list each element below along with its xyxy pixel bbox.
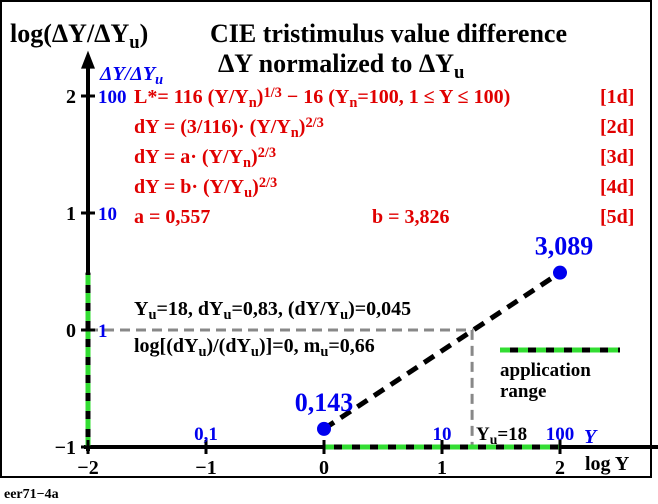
- x-tick-label: −2: [77, 457, 98, 479]
- text-part: u: [198, 344, 206, 360]
- text-part: ): [257, 86, 264, 108]
- text-part: dY = b: [134, 176, 191, 198]
- text-part: =0,66: [328, 335, 374, 357]
- formula: a = 0,557: [134, 206, 210, 228]
- text-part: dY = (3/116): [134, 116, 238, 138]
- y2-tick-label: 100: [98, 87, 127, 108]
- text-part: =100, 1 ≤ Y ≤ 100): [357, 86, 510, 108]
- note: log[(dYu)/(dYu)]=0, mu=0,66: [134, 335, 375, 360]
- data-point: [317, 421, 331, 436]
- text-part: log[(dY: [134, 335, 199, 357]
- x-tick-label: −1: [195, 457, 216, 479]
- text-part: n: [349, 95, 357, 111]
- x-axis-title: log Y: [585, 453, 630, 475]
- x2-axis-title: Y: [584, 426, 598, 448]
- text-part: Y: [476, 424, 490, 445]
- text-part: )/(dY: [206, 335, 251, 357]
- text-part: 1/3: [263, 85, 281, 101]
- text-part: ): [252, 176, 259, 198]
- text-part: )=0,045: [348, 298, 411, 320]
- text-part: u: [454, 62, 464, 83]
- y-tick-label: 2: [66, 86, 76, 108]
- y-tick-label: 1: [66, 203, 76, 225]
- text-part: 2/3: [259, 175, 277, 191]
- text-part: )]=0, m: [259, 335, 321, 357]
- text-part: u: [223, 307, 231, 323]
- chart-title: CIE tristimulus value difference: [210, 19, 567, 48]
- text-part: u: [340, 307, 348, 323]
- x2-tick-label: 100: [546, 424, 575, 445]
- text-part: u: [490, 432, 498, 447]
- reference-line: [88, 328, 474, 447]
- text-part: u: [251, 344, 259, 360]
- text-part: n: [243, 155, 251, 171]
- note: Yu=18, dYu=0,83, (dY/Yu)=0,045: [134, 298, 411, 323]
- x-tick-label: 2: [555, 457, 565, 479]
- data-point: [553, 265, 567, 280]
- x2-tick-label: 0,1: [194, 424, 218, 445]
- text-part: n: [249, 95, 257, 111]
- text-part: log(ΔY/ΔY: [10, 19, 129, 48]
- text-part: ·: [190, 146, 197, 168]
- text-part: =0,83, (dY/Y: [231, 298, 340, 320]
- y-axis-title: log(ΔY/ΔYu): [10, 19, 148, 53]
- data-label: 3,089: [535, 232, 594, 261]
- text-part: (Y/Y: [245, 116, 292, 138]
- text-part: 2/3: [305, 115, 323, 131]
- text-part: ·: [191, 176, 198, 198]
- text-part: a = 0,557: [134, 206, 210, 228]
- text-part: ΔY normalized to ΔY: [218, 49, 454, 78]
- text-part: =18: [497, 424, 527, 445]
- text-part: dY = a: [134, 146, 190, 168]
- text-part: n: [291, 125, 299, 141]
- text-part: u: [148, 307, 156, 323]
- formula: dY = b· (Y/Yu)2/3: [134, 175, 277, 201]
- footer: eer71−4a: [4, 487, 59, 502]
- y2-tick-label: 10: [98, 204, 117, 225]
- text-part: =18, dY: [156, 298, 224, 320]
- frame: [0, 0, 652, 478]
- x-tick-label: 1: [437, 457, 447, 479]
- text-part: ): [140, 19, 149, 48]
- text-part: u: [244, 185, 252, 201]
- text-part: L*= 116 (Y/Y: [134, 86, 249, 108]
- formula-tag: [5d]: [600, 206, 634, 228]
- y-tick-label: −1: [55, 437, 76, 459]
- x2-tick-label: 10: [433, 424, 452, 445]
- text-part: 2/3: [258, 145, 276, 161]
- formula-tag: [4d]: [600, 176, 634, 198]
- formula: b = 3,826: [372, 206, 450, 228]
- text-part: ): [251, 146, 258, 168]
- legend-label: application: [500, 360, 591, 381]
- formula-tag: [2d]: [600, 116, 634, 138]
- formula: dY = a· (Y/Yn)2/3: [134, 145, 276, 171]
- formula-tag: [1d]: [600, 86, 634, 108]
- y-tick-label: 0: [66, 320, 76, 342]
- y2-axis-title: ΔY/ΔYu: [99, 63, 163, 88]
- text-part: ΔY/ΔY: [99, 63, 157, 85]
- text-part: (Y/Y: [197, 146, 244, 168]
- text-part: Y: [134, 298, 149, 320]
- text-part: (Y/Y: [198, 176, 245, 198]
- text-part: ): [299, 116, 306, 138]
- formula: dY = (3/116)· (Y/Yn)2/3: [134, 115, 324, 141]
- text-part: u: [129, 32, 139, 53]
- text-part: ·: [238, 116, 245, 138]
- formula-tag: [3d]: [600, 146, 634, 168]
- text-part: − 16 (Y: [282, 86, 350, 108]
- data-line: [322, 270, 562, 431]
- text-part: u: [155, 72, 163, 88]
- formula: L*= 116 (Y/Yn)1/3 − 16 (Yn=100, 1 ≤ Y ≤ …: [134, 85, 510, 111]
- reference-label: Yu=18: [476, 424, 527, 447]
- x-tick-label: 0: [319, 457, 329, 479]
- y-axis-arrow: [81, 50, 95, 69]
- text-part: u: [320, 344, 328, 360]
- chart-subtitle: ΔY normalized to ΔYu: [218, 49, 464, 83]
- y2-tick-label: 1: [98, 321, 108, 342]
- data-label: 0,143: [295, 388, 354, 417]
- legend-label: range: [500, 381, 546, 402]
